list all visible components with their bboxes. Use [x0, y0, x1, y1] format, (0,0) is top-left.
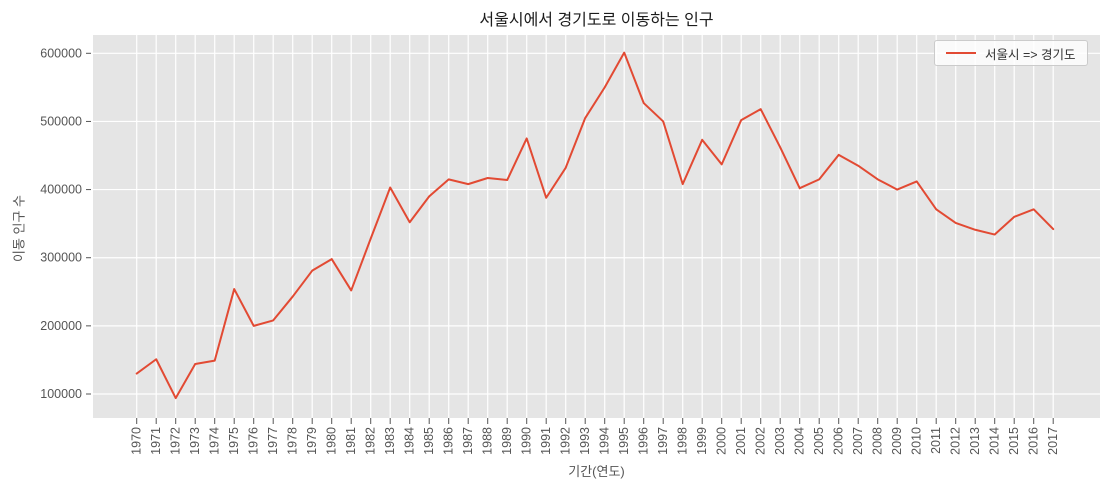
x-tick-label: 1981	[344, 427, 358, 455]
y-tick-label: 100000	[40, 387, 82, 401]
legend-label: 서울시 => 경기도	[985, 47, 1076, 62]
y-tick-label: 300000	[40, 251, 82, 265]
x-tick-label: 2006	[832, 427, 846, 455]
x-tick-label: 1986	[442, 427, 456, 455]
x-tick-label: 2004	[793, 427, 807, 455]
x-tick-label: 1989	[500, 427, 514, 455]
x-tick-label: 1998	[676, 427, 690, 455]
x-tick-label: 2003	[773, 427, 787, 455]
x-tick-label: 1997	[656, 427, 670, 455]
x-tick-label: 2016	[1027, 427, 1041, 455]
x-tick-label: 1978	[286, 427, 300, 455]
legend-line-swatch	[946, 52, 976, 54]
y-axis-title: 이동 인구 수	[11, 194, 27, 263]
x-tick-label: 2011	[929, 427, 943, 454]
x-tick-label: 2002	[754, 427, 768, 455]
x-tick-label: 1974	[208, 427, 222, 455]
x-tick-label: 1984	[403, 427, 417, 455]
x-tick-label: 2008	[871, 427, 885, 455]
x-tick-label: 1977	[266, 427, 280, 455]
x-tick-label: 2007	[851, 427, 865, 455]
x-tick-label: 1972	[169, 427, 183, 455]
x-tick-label: 2017	[1046, 427, 1060, 455]
x-tick-label: 2010	[910, 427, 924, 455]
x-tick-label: 1976	[247, 427, 261, 455]
x-tick-label: 2013	[968, 427, 982, 455]
x-tick-label: 1979	[305, 427, 319, 455]
x-tick-label: 1975	[227, 427, 241, 455]
data-line-seoul-to-gyeonggi	[135, 51, 1055, 400]
x-tick-label: 1991	[539, 427, 553, 455]
x-tick-label: 1993	[578, 427, 592, 455]
y-tick-label: 600000	[40, 46, 82, 60]
x-tick-label: 1999	[695, 427, 709, 455]
y-tick-label: 400000	[40, 183, 82, 197]
x-tick-label: 1982	[364, 427, 378, 455]
x-tick-label: 2005	[812, 427, 826, 455]
x-tick-label: 1971	[149, 427, 163, 455]
x-tick-label: 2015	[1007, 427, 1021, 455]
x-tick-label: 2000	[715, 427, 729, 455]
x-axis-title: 기간(연도)	[568, 464, 625, 479]
x-tick-label: 1980	[325, 427, 339, 455]
x-tick-label: 1987	[461, 427, 475, 455]
y-tick-label: 200000	[40, 319, 82, 333]
chart-title: 서울시에서 경기도로 이동하는 인구	[479, 12, 714, 29]
x-tick-label: 1994	[598, 427, 612, 455]
legend: 서울시 => 경기도	[934, 40, 1088, 66]
plot-area	[93, 35, 1100, 418]
x-tick-label: 2014	[988, 427, 1002, 455]
x-tick-label: 1988	[481, 427, 495, 455]
x-tick-label: 1996	[637, 427, 651, 455]
x-tick-label: 1985	[422, 427, 436, 455]
x-tick-label: 1973	[188, 427, 202, 455]
x-tick-label: 1970	[130, 427, 144, 455]
x-tick-label: 1992	[559, 427, 573, 455]
x-tick-label: 2001	[734, 427, 748, 455]
x-tick-label: 2009	[890, 427, 904, 455]
x-tick-label: 1990	[520, 427, 534, 455]
x-tick-label: 1983	[383, 427, 397, 455]
x-tick-label: 1995	[617, 427, 631, 455]
x-tick-label: 2012	[949, 427, 963, 455]
y-tick-label: 500000	[40, 114, 82, 128]
